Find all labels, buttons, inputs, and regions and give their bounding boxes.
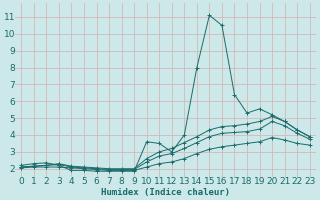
X-axis label: Humidex (Indice chaleur): Humidex (Indice chaleur) [101,188,230,197]
